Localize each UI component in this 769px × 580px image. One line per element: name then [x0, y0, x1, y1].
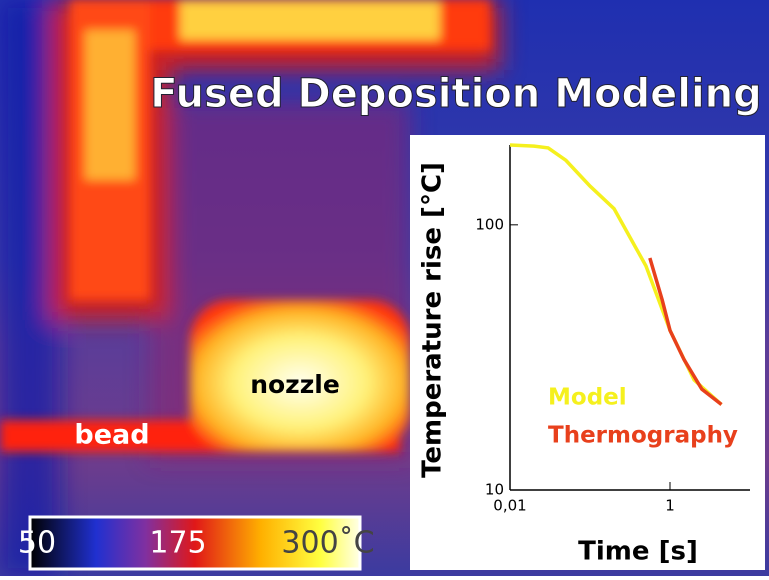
y-tick-label: 10 [485, 481, 504, 499]
legend-entry: Model [548, 385, 627, 411]
colorbar-label: 175 [149, 526, 206, 561]
legend-entry: Thermography [548, 423, 738, 449]
bead-label: bead [74, 420, 149, 451]
y-tick-label: 100 [475, 215, 504, 233]
nozzle-label: nozzle [250, 370, 340, 399]
x-axis-label: Time [s] [578, 537, 698, 567]
hot-parts [0, 0, 490, 452]
chart-panel [410, 135, 765, 570]
x-tick-label: 0,01 [493, 497, 526, 515]
y-axis-label: Temperature rise [°C] [418, 162, 448, 478]
x-tick-label: 1 [665, 497, 675, 515]
colorbar-label: 300˚C [281, 526, 374, 561]
series-line [648, 257, 723, 406]
colorbar [28, 515, 362, 571]
colorbar-label: 50 [18, 526, 56, 561]
chart: 10 100 0,01 1 Time [s] Temperature rise [°C] M… [418, 143, 750, 567]
image-title: Fused Deposition Modeling [150, 71, 762, 117]
